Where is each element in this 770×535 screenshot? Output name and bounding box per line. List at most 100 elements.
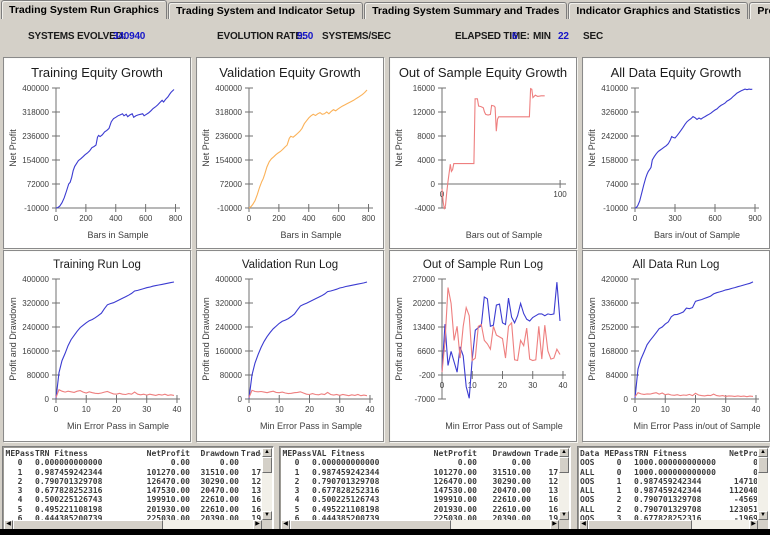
y-tick-label: 318000 (22, 108, 49, 117)
y-axis-label: Net Profit (8, 129, 18, 167)
y-tick-label: 400000 (22, 84, 49, 93)
table-cell: 0 (533, 458, 558, 467)
vertical-scroll-thumb[interactable] (262, 457, 272, 473)
table-oos-alldata-run-log: Data MEPass TRN Fitness NetPro OOS 0 1000.0000… (577, 446, 770, 532)
tab-trading-system-run-graphics[interactable]: Trading System Run Graphics (1, 0, 167, 19)
table-cell: 30290.00 (200, 476, 239, 486)
x-tick-label: 20 (691, 405, 700, 414)
y-tick-label: 252000 (601, 323, 628, 332)
table-cell: 0.987459242344 (35, 467, 103, 477)
chart-title: Training Equity Growth (31, 65, 163, 80)
y-tick-label: 6600 (417, 347, 435, 356)
x-axis-label: Bars in Sample (280, 230, 341, 240)
tab-indicator-graphics-and-statistics[interactable]: Indicator Graphics and Statistics (568, 2, 749, 19)
table-cell: 133 (548, 486, 558, 496)
scroll-up-arrow-icon[interactable]: ▲ (262, 448, 272, 457)
chart-plot: -10000 72000 154000 236000 318000 400000 0 200 4… (201, 84, 376, 240)
table-cell: 199 (251, 514, 261, 520)
y-tick-label: 16000 (413, 84, 436, 93)
vertical-scrollbar[interactable]: ▲ ▼ (262, 448, 272, 520)
table-cell: 123051 (729, 504, 757, 514)
table-cell: 0 (616, 458, 622, 468)
table-cell: 22610.00 (200, 504, 239, 514)
x-tick-label: 300 (668, 214, 682, 223)
y-tick-label: 336000 (601, 299, 628, 308)
table-header-cell: Drawdown (492, 449, 531, 458)
x-tick-label: 10 (661, 405, 670, 414)
y-tick-label: 154000 (215, 156, 242, 165)
table-row: OOS 3 0.677828252316 -1969 (580, 514, 757, 520)
series-line-validation-profit (248, 281, 368, 399)
table-cell: 225030.00 (433, 514, 477, 520)
table-cell: 167 (548, 504, 558, 514)
y-tick-label: 72000 (220, 180, 243, 189)
tab-trading-system-summary-and-trades[interactable]: Trading System Summary and Trades (364, 2, 568, 19)
x-tick-label: 0 (54, 405, 59, 414)
table-cell: 0.790701329708 (634, 504, 702, 514)
table-cell: 1000.000000000000 (634, 467, 716, 477)
x-axis-label: Bars out of Sample (466, 230, 543, 240)
table-cell: 165 (251, 495, 261, 505)
vertical-scroll-thumb[interactable] (758, 457, 768, 473)
table-cell: OOS (580, 514, 595, 520)
table-cell: 31510.00 (200, 467, 239, 477)
x-tick-label: 10 (82, 405, 91, 414)
vertical-scrollbar[interactable]: ▲ ▼ (559, 448, 569, 520)
scroll-down-arrow-icon[interactable]: ▼ (559, 511, 569, 520)
table-row: 3 0.677828252316 147530.00 20470.00 133 (5, 486, 261, 495)
x-axis-label: Min Error Pass in Sample (260, 421, 362, 431)
x-tick-label: 40 (559, 381, 568, 390)
table-cell: 0.677828252316 (35, 486, 103, 496)
table-row: 4 0.500225126743 199910.00 22610.00 165 (5, 495, 261, 504)
table-cell: 1 (17, 467, 23, 477)
table-cell: 2 (616, 495, 622, 505)
table-cell: 22610.00 (492, 504, 531, 514)
table-cell: 0.000000000000 (312, 458, 380, 468)
table-cell: 167 (251, 504, 261, 514)
y-tick-label: 318000 (215, 108, 242, 117)
scroll-up-arrow-icon[interactable]: ▲ (758, 448, 768, 457)
scrollbar-corner (559, 520, 569, 530)
series-line-validation-drawdown (248, 389, 368, 398)
table-cell: 201930.00 (433, 504, 477, 514)
y-tick-label: 8000 (417, 132, 435, 141)
tab-preprocessing-and-language-translation[interactable]: Preprocessing and Language Translation (749, 2, 770, 19)
y-tick-label: 400000 (22, 275, 49, 284)
y-tick-label: 80000 (27, 371, 50, 380)
horizontal-scrollbar[interactable]: ◀ ▶ (579, 520, 758, 530)
table-cell: 147530.00 (433, 486, 477, 496)
y-tick-label: 27000 (413, 275, 436, 284)
y-axis-label: Net Profit (201, 129, 211, 167)
y-tick-label: 80000 (220, 371, 243, 380)
y-axis-label: Profit and Drawdown (201, 297, 211, 381)
x-axis-label: Min Error Pass in/out of Sample (633, 421, 760, 431)
x-tick-label: 30 (142, 405, 151, 414)
y-tick-label: 236000 (215, 132, 242, 141)
scroll-down-arrow-icon[interactable]: ▼ (262, 511, 272, 520)
chart-plot: 0 80000 160000 240000 320000 400000 0 10 20 30 40 P… (201, 275, 375, 431)
table-cell: 14710 (733, 476, 757, 486)
elapsed-seconds-value: 22 (558, 31, 569, 42)
vertical-scrollbar[interactable]: ▲ ▼ (758, 448, 768, 520)
chart-title: Training Run Log (53, 259, 141, 271)
scroll-down-arrow-icon[interactable]: ▼ (758, 511, 768, 520)
table-cell: 0.00 (219, 458, 239, 468)
table-header-cell: TRN Fitness (634, 449, 687, 458)
tab-trading-system-and-indicator-setup[interactable]: Trading System and Indicator Setup (167, 2, 364, 19)
scrollbar-corner (758, 520, 768, 530)
table-row: 5 0.495221108198 201930.00 22610.00 167 (282, 505, 558, 514)
x-tick-label: 0 (54, 214, 59, 223)
y-tick-label: 154000 (22, 156, 49, 165)
table-row: 2 0.790701329708 126470.00 30290.00 124 (282, 477, 558, 486)
vertical-scroll-thumb[interactable] (559, 457, 569, 473)
table-row: 3 0.677828252316 147530.00 20470.00 133 (282, 486, 558, 495)
x-tick-label: 10 (468, 381, 477, 390)
table-cell: 178 (548, 467, 558, 477)
table-cell: 0 (616, 467, 622, 477)
table-header-cell: VAL Fitness (312, 449, 365, 458)
scroll-up-arrow-icon[interactable]: ▲ (559, 448, 569, 457)
table-row: 1 0.987459242344 101270.00 31510.00 178 (5, 468, 261, 477)
